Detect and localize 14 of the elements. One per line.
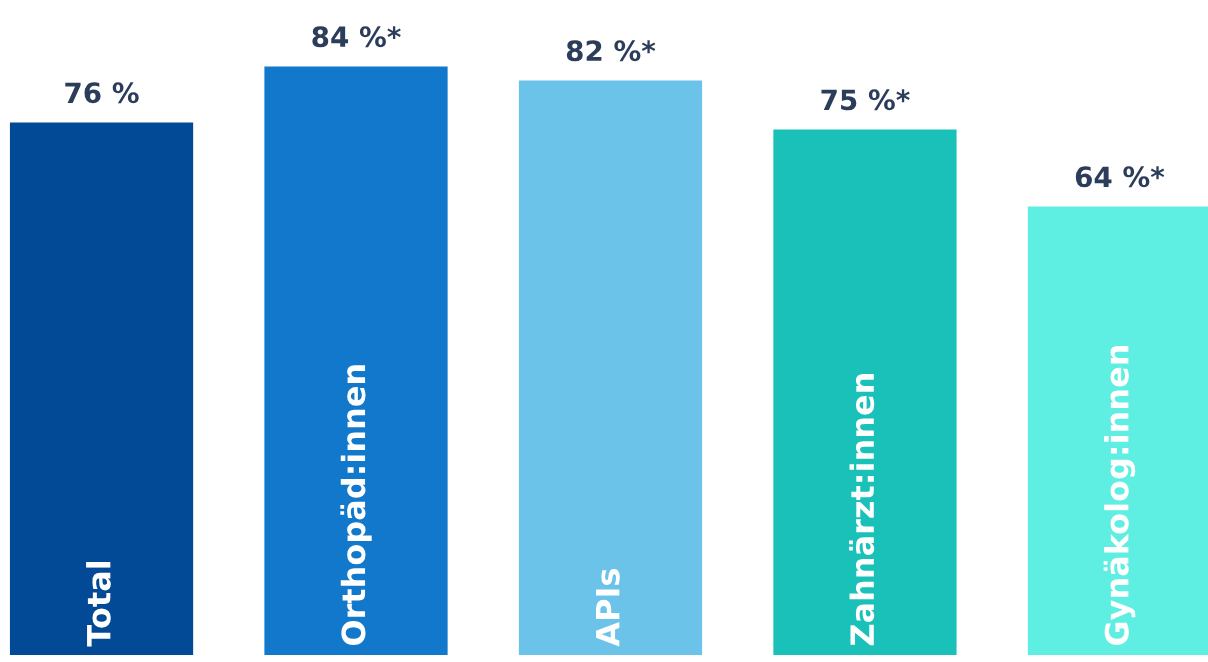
x-tick-label: Gynäkolog:innen: [1103, 346, 1136, 645]
x-tick-label: Zahnärzt:innen: [849, 374, 875, 646]
data-label: 75 %*: [821, 89, 910, 111]
data-label: 64 %*: [1075, 166, 1165, 188]
bar: [773, 129, 957, 655]
data-label: 82 %*: [566, 40, 656, 62]
bar: [9, 122, 194, 655]
data-label: 84 %*: [312, 26, 401, 48]
data-label: 76 %: [65, 82, 139, 104]
x-tick-label: Orthopäd:innen: [340, 365, 372, 645]
x-tick-label: Total: [86, 562, 111, 647]
bar: [518, 80, 703, 655]
x-tick-label: APIs: [596, 569, 620, 647]
bar: [264, 66, 448, 655]
